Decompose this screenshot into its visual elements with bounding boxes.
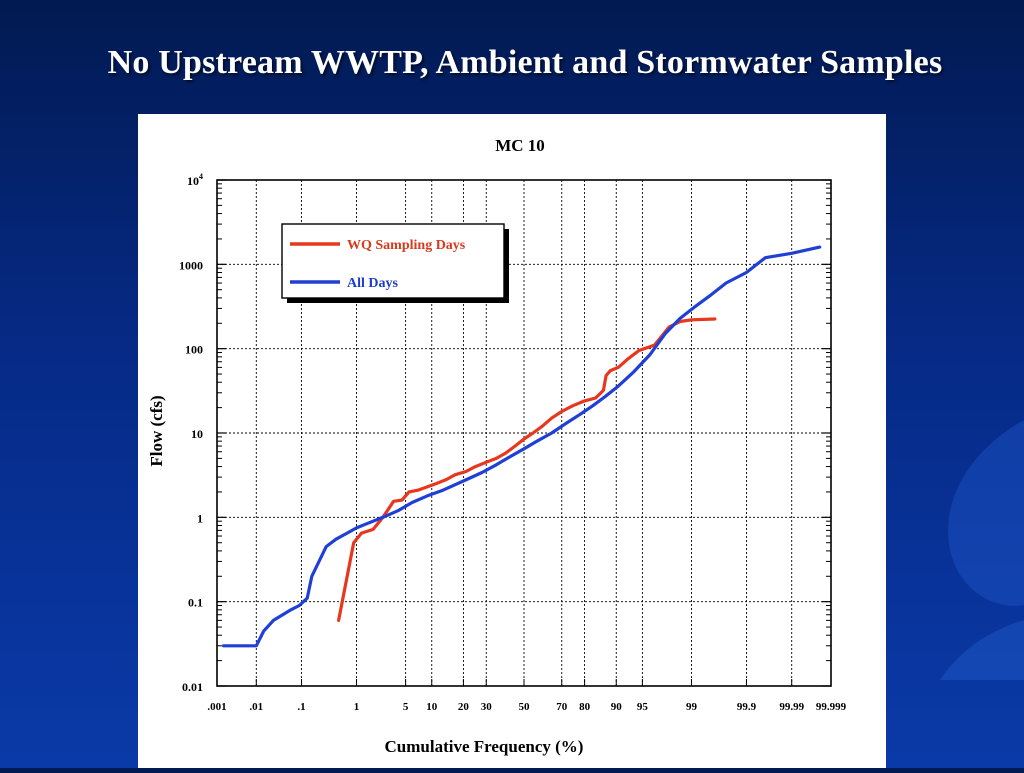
series-line-wq-sampling-days bbox=[337, 317, 717, 622]
x-tick-label: 99.99 bbox=[779, 701, 804, 713]
x-tick-label: 95 bbox=[637, 701, 649, 713]
y-axis-label: Flow (cfs) bbox=[147, 395, 166, 466]
x-tick-label: 1 bbox=[354, 701, 360, 713]
x-tick-label: 99 bbox=[686, 701, 698, 713]
series-line-all-days bbox=[221, 245, 822, 648]
y-tick-label: 10 bbox=[191, 427, 203, 441]
x-tick-label: 99.999 bbox=[816, 701, 847, 713]
flow-duration-chart: .001.01.1 1 5 10 20 30 50 70 80 90 95 99 99.9 99.99 99… bbox=[147, 136, 847, 756]
background-swoosh bbox=[940, 420, 1024, 680]
x-tick-label: 5 bbox=[403, 701, 409, 713]
chart-title: MC 10 bbox=[495, 136, 545, 155]
x-tick-label: 30 bbox=[481, 701, 493, 713]
legend-box bbox=[281, 223, 505, 299]
y-tick-label: 1 bbox=[197, 511, 203, 525]
plot-frame bbox=[216, 179, 832, 687]
y-tick-label: 100 bbox=[185, 343, 203, 357]
x-axis-label: Cumulative Frequency (%) bbox=[385, 737, 584, 756]
y-tick-label: 1000 bbox=[179, 258, 203, 272]
x-tick-label: 90 bbox=[611, 701, 623, 713]
x-tick-label: 70 bbox=[556, 701, 568, 713]
x-tick-label: .1 bbox=[297, 701, 305, 713]
x-tick-label: 99.9 bbox=[737, 701, 757, 713]
slide-title: No Upstream WWTP, Ambient and Stormwater… bbox=[107, 44, 943, 81]
chart-panel: .001.01.1 1 5 10 20 30 50 70 80 90 95 99 99.9 99.99 99… bbox=[138, 114, 886, 768]
x-tick-label: 50 bbox=[519, 701, 531, 713]
legend-label-all: All Days bbox=[347, 276, 399, 291]
x-tick-label: 10 bbox=[426, 701, 438, 713]
x-tick-label: .001 bbox=[207, 701, 226, 713]
y-tick-label: 104 bbox=[187, 172, 203, 188]
x-tick-label: 80 bbox=[579, 701, 591, 713]
y-tick-label: 0.1 bbox=[188, 596, 203, 610]
legend-label-wq: WQ Sampling Days bbox=[347, 238, 466, 253]
x-tick-label: .01 bbox=[249, 701, 263, 713]
y-tick-label: 0.01 bbox=[182, 680, 203, 694]
x-tick-label: 20 bbox=[458, 701, 470, 713]
